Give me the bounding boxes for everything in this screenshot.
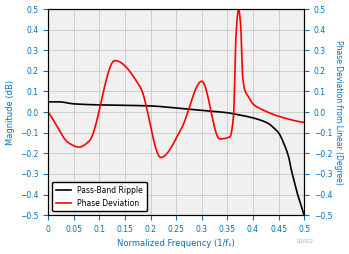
Phase Deviation: [302, 121, 306, 124]
Phase Deviation: [155, 152, 159, 155]
Phase Deviation: [46, 110, 50, 114]
Y-axis label: Magnitude (dB): Magnitude (dB): [6, 80, 15, 145]
Pass-Band Ripple: [302, 214, 306, 217]
Phase Deviation: [75, 146, 80, 149]
Pass-Band Ripple: [91, 103, 95, 106]
Line: Phase Deviation: Phase Deviation: [48, 9, 304, 157]
Phase Deviation: [91, 133, 95, 136]
Phase Deviation: [270, 112, 274, 115]
Pass-Band Ripple: [144, 104, 149, 107]
X-axis label: Normalized Frequency (1/fₛ): Normalized Frequency (1/fₛ): [117, 240, 235, 248]
Phase Deviation: [144, 105, 149, 108]
Phase Deviation: [237, 8, 241, 11]
Text: LR002: LR002: [297, 239, 314, 244]
Phase Deviation: [159, 156, 163, 159]
Pass-Band Ripple: [155, 105, 159, 108]
Y-axis label: Phase Deviation from Linear (Degree): Phase Deviation from Linear (Degree): [334, 40, 343, 185]
Pass-Band Ripple: [269, 124, 274, 128]
Pass-Band Ripple: [297, 197, 301, 200]
Legend: Pass-Band Ripple, Phase Deviation: Pass-Band Ripple, Phase Deviation: [52, 182, 147, 211]
Pass-Band Ripple: [75, 103, 80, 106]
Pass-Band Ripple: [46, 100, 50, 103]
Phase Deviation: [297, 120, 301, 123]
Line: Pass-Band Ripple: Pass-Band Ripple: [48, 102, 304, 215]
